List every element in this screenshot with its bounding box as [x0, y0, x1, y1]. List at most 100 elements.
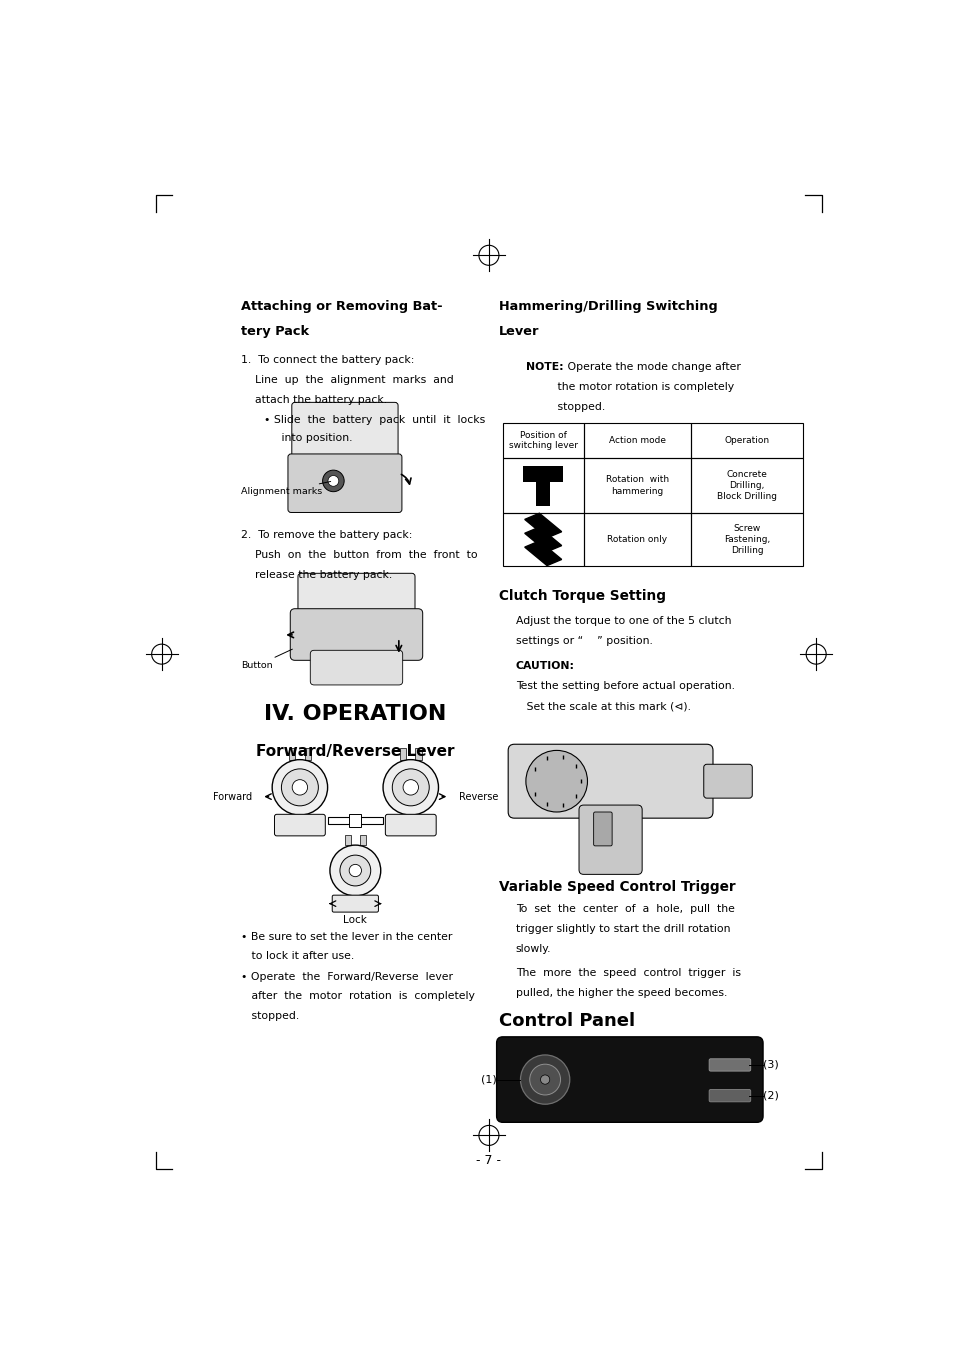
Text: Forward: Forward [213, 792, 252, 801]
Text: Forward/Reverse Lever: Forward/Reverse Lever [255, 744, 454, 759]
Circle shape [392, 769, 429, 805]
Text: 2.  To remove the battery pack:: 2. To remove the battery pack: [241, 530, 412, 540]
Bar [691, 423, 802, 458]
Text: To  set  the  center  of  a  hole,  pull  the: To set the center of a hole, pull the [516, 904, 734, 915]
Text: (1): (1) [480, 1074, 497, 1085]
FancyBboxPatch shape [310, 650, 402, 685]
Text: to lock it after use.: to lock it after use. [241, 951, 354, 962]
Text: - 7 -: - 7 - [476, 1154, 501, 1166]
Bar [344, 835, 351, 846]
Text: The  more  the  speed  control  trigger  is: The more the speed control trigger is [516, 967, 740, 978]
Text: NOTE:: NOTE: [525, 362, 563, 372]
Circle shape [322, 470, 344, 492]
Bar [327, 816, 383, 824]
Bar [583, 458, 691, 513]
Bar [289, 748, 295, 759]
Text: Control Panel: Control Panel [498, 1012, 635, 1031]
Circle shape [403, 780, 418, 794]
Polygon shape [524, 527, 561, 551]
Text: Variable Speed Control Trigger: Variable Speed Control Trigger [498, 880, 735, 894]
FancyBboxPatch shape [332, 896, 378, 912]
Text: stopped.: stopped. [241, 1011, 299, 1020]
Bar [502, 423, 583, 458]
Text: trigger slightly to start the drill rotation: trigger slightly to start the drill rota… [516, 924, 730, 935]
Text: Button: Button [241, 650, 292, 670]
Text: Adjust the torque to one of the 5 clutch: Adjust the torque to one of the 5 clutch [516, 616, 731, 627]
FancyBboxPatch shape [703, 765, 752, 798]
Bar [502, 513, 583, 566]
FancyBboxPatch shape [297, 573, 415, 615]
Text: Concrete
Drilling,
Block Drilling: Concrete Drilling, Block Drilling [717, 470, 777, 501]
Text: settings or “    ” position.: settings or “ ” position. [516, 636, 652, 646]
Bar [415, 748, 421, 759]
Polygon shape [524, 513, 561, 538]
Text: stopped.: stopped. [525, 401, 604, 412]
Bar [522, 466, 562, 482]
Text: Hammering/Drilling Switching: Hammering/Drilling Switching [498, 300, 717, 313]
Circle shape [272, 759, 327, 815]
Text: Line  up  the  alignment  marks  and: Line up the alignment marks and [254, 376, 453, 385]
Circle shape [529, 1065, 560, 1094]
Bar [349, 813, 361, 827]
Text: Position of
switching lever: Position of switching lever [508, 431, 578, 450]
Bar [691, 513, 802, 566]
Text: • Be sure to set the lever in the center: • Be sure to set the lever in the center [241, 932, 452, 942]
FancyBboxPatch shape [708, 1089, 750, 1102]
Polygon shape [524, 540, 561, 566]
Text: • Operate  the  Forward/Reverse  lever: • Operate the Forward/Reverse lever [241, 973, 453, 982]
Text: into position.: into position. [264, 434, 353, 443]
FancyBboxPatch shape [288, 454, 401, 512]
Text: • Slide  the  battery  pack  until  it  locks: • Slide the battery pack until it locks [264, 415, 485, 424]
Circle shape [540, 1075, 549, 1085]
Text: Set the scale at this mark (⊲).: Set the scale at this mark (⊲). [516, 701, 690, 711]
Text: Lever: Lever [498, 324, 538, 338]
Text: Reverse: Reverse [458, 792, 497, 801]
Text: tery Pack: tery Pack [241, 324, 309, 338]
Text: Rotation only: Rotation only [607, 535, 667, 544]
Text: Attaching or Removing Bat-: Attaching or Removing Bat- [241, 300, 442, 313]
Text: after  the  motor  rotation  is  completely: after the motor rotation is completely [241, 992, 475, 1001]
Bar [399, 748, 406, 759]
Circle shape [281, 769, 318, 805]
Text: Test the setting before actual operation.: Test the setting before actual operation… [516, 681, 734, 692]
Bar [536, 482, 550, 507]
Circle shape [339, 855, 371, 886]
Text: release the battery pack.: release the battery pack. [254, 570, 392, 580]
Text: Push  on  the  button  from  the  front  to: Push on the button from the front to [254, 550, 476, 561]
Text: slowly.: slowly. [516, 944, 551, 954]
FancyBboxPatch shape [708, 1059, 750, 1071]
Text: Operation: Operation [724, 436, 769, 444]
FancyBboxPatch shape [290, 609, 422, 661]
Bar [583, 423, 691, 458]
Text: CAUTION:: CAUTION: [516, 661, 575, 671]
Circle shape [330, 846, 380, 896]
Bar [583, 513, 691, 566]
FancyBboxPatch shape [497, 1036, 762, 1123]
FancyBboxPatch shape [578, 805, 641, 874]
Text: Screw
Fastening,
Drilling: Screw Fastening, Drilling [723, 524, 770, 555]
Circle shape [525, 750, 587, 812]
Text: the motor rotation is completely: the motor rotation is completely [525, 381, 733, 392]
Text: (3): (3) [762, 1061, 778, 1070]
Text: pulled, the higher the speed becomes.: pulled, the higher the speed becomes. [516, 988, 726, 997]
FancyBboxPatch shape [508, 744, 712, 819]
Bar [304, 748, 311, 759]
Bar [502, 458, 583, 513]
FancyBboxPatch shape [274, 815, 325, 836]
Circle shape [520, 1055, 569, 1104]
Circle shape [383, 759, 438, 815]
Text: Action mode: Action mode [608, 436, 665, 444]
Text: 1.  To connect the battery pack:: 1. To connect the battery pack: [241, 355, 414, 365]
FancyBboxPatch shape [593, 812, 612, 846]
Text: IV. OPERATION: IV. OPERATION [264, 704, 446, 724]
Text: (2): (2) [762, 1090, 778, 1101]
Text: attach the battery pack.: attach the battery pack. [254, 396, 387, 405]
Text: Operate the mode change after: Operate the mode change after [564, 362, 740, 372]
Circle shape [328, 476, 338, 486]
Bar [691, 458, 802, 513]
FancyBboxPatch shape [292, 403, 397, 458]
Bar [359, 835, 366, 846]
Text: Clutch Torque Setting: Clutch Torque Setting [498, 589, 665, 603]
Text: Alignment marks: Alignment marks [241, 481, 331, 496]
FancyBboxPatch shape [385, 815, 436, 836]
